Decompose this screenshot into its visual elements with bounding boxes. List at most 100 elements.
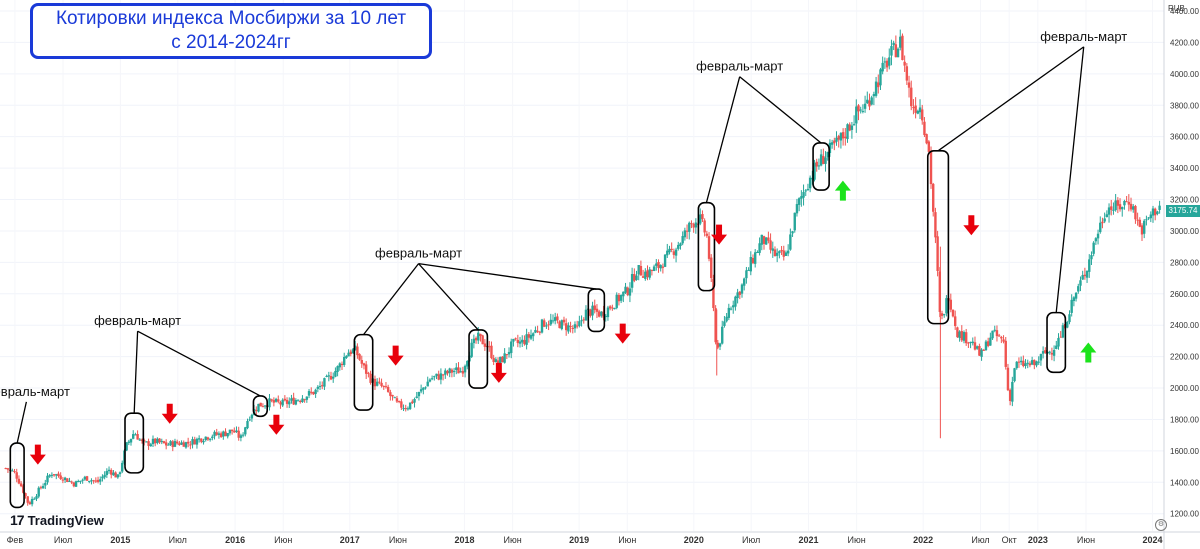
candle-body (828, 142, 832, 154)
candle-body (1081, 275, 1084, 280)
candle-body (338, 363, 342, 368)
candle-body (219, 433, 223, 437)
candle-body (356, 346, 359, 356)
candle-body (459, 371, 462, 373)
candle-body (951, 309, 955, 317)
candle-body (153, 438, 157, 444)
candle-body (353, 345, 357, 351)
candle-body (1022, 360, 1025, 367)
candle-body (670, 248, 673, 250)
candle-body (204, 436, 207, 441)
candle-body (912, 107, 915, 109)
candle-body (797, 198, 801, 205)
candle-body (83, 476, 87, 480)
time-tick-label: 2017 (340, 535, 360, 545)
candle-body (608, 306, 612, 309)
candle-body (791, 231, 794, 234)
red-down-arrow-icon (387, 345, 404, 366)
candle-body (1019, 360, 1023, 363)
candle-body (753, 252, 757, 264)
candle-body (940, 313, 944, 316)
candle-body (989, 337, 992, 346)
candle-body (564, 323, 568, 331)
annotation-pointer-line (16, 401, 28, 444)
candle-body (707, 236, 711, 259)
candle-body (648, 269, 651, 278)
red-down-arrow-icon (268, 414, 285, 435)
candle-body (1099, 222, 1102, 233)
candle-body (626, 287, 629, 295)
chart-title-line-1: Котировки индекса Мосбиржи за 10 лет (55, 8, 407, 29)
candle-body (39, 487, 43, 489)
candle-body (362, 363, 366, 366)
candle-body (61, 479, 65, 481)
candle-body (290, 398, 293, 401)
candle-body (446, 371, 449, 374)
candle-body (448, 368, 451, 374)
chart-title-box: Котировки индекса Мосбиржи за 10 лет с 2… (30, 3, 432, 59)
candle-body (74, 481, 78, 487)
tradingview-logo[interactable]: 17 TradingView (10, 512, 104, 528)
candle-body (756, 252, 759, 254)
candle-body (452, 370, 456, 372)
green-up-arrow-icon (1080, 342, 1097, 363)
candle-body (749, 257, 752, 272)
price-tick-label: 3000.00 (1170, 227, 1199, 236)
candle-body (127, 441, 131, 443)
candle-body (1085, 270, 1089, 278)
green-up-arrow-icon (834, 180, 851, 201)
candle-body (435, 373, 438, 376)
candle-body (318, 386, 322, 388)
candle-body (510, 341, 513, 353)
candle-body (499, 356, 502, 364)
candle-body (789, 234, 792, 250)
candle-body (81, 479, 84, 481)
candle-body (411, 401, 414, 404)
candle-body (650, 269, 654, 271)
candle-body (958, 331, 961, 339)
annotation-pointer-line (739, 76, 822, 144)
candle-body (110, 470, 113, 475)
candle-body (760, 234, 763, 245)
annotation-pointer-line (705, 76, 741, 203)
candle-body (272, 400, 276, 403)
candle-body (868, 100, 871, 107)
candle-body (424, 387, 427, 389)
candle-body (547, 324, 550, 326)
candle-body (279, 402, 282, 405)
candle-body (1129, 203, 1133, 210)
candle-body (975, 346, 979, 349)
candle-body (197, 438, 201, 440)
candle-body (422, 387, 425, 390)
candle-body (481, 335, 484, 345)
gear-icon[interactable]: ⚙ (1155, 519, 1167, 531)
currency-label[interactable]: RUB (1168, 4, 1185, 13)
candle-body (70, 481, 73, 483)
candle-body (226, 432, 229, 437)
candle-body (488, 346, 491, 348)
candle-body (795, 204, 799, 214)
candle-body (92, 480, 95, 482)
candle-body (402, 408, 405, 410)
candle-body (782, 250, 785, 257)
candle-body (373, 378, 377, 387)
candle-body (1079, 280, 1082, 286)
candle-body (597, 311, 601, 317)
red-down-arrow-icon (490, 362, 507, 383)
candle-body (929, 150, 933, 185)
tradingview-brand-text: TradingView (27, 512, 104, 528)
price-tick-label: 4200.00 (1170, 38, 1199, 47)
candle-body (85, 476, 89, 481)
candle-body (28, 502, 32, 505)
candle-body (903, 61, 906, 66)
candle-body (145, 441, 148, 443)
candle-body (967, 342, 970, 344)
candle-body (103, 474, 106, 478)
candle-body (705, 233, 709, 236)
candle-body (46, 475, 49, 483)
price-tick-label: 1200.00 (1170, 510, 1199, 519)
candle-body (613, 307, 616, 310)
candle-body (206, 437, 210, 440)
candle-body (1011, 381, 1014, 402)
